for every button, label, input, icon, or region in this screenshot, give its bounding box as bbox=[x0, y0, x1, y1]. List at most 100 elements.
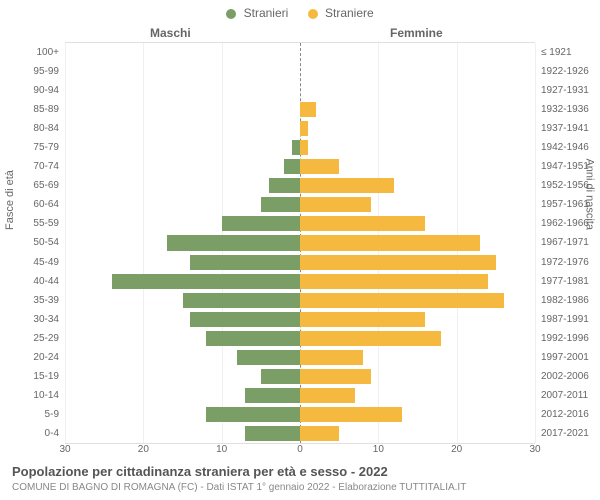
bar-male bbox=[190, 312, 300, 327]
bar-male bbox=[245, 388, 300, 403]
age-label: 85-89 bbox=[9, 100, 65, 119]
bar-male bbox=[284, 159, 300, 174]
age-row: 50-541967-1971 bbox=[65, 233, 535, 252]
legend-label-male: Stranieri bbox=[244, 6, 289, 20]
age-label: 15-19 bbox=[9, 367, 65, 386]
age-label: 80-84 bbox=[9, 119, 65, 138]
age-row: 65-691952-1956 bbox=[65, 176, 535, 195]
birth-year-label: 1942-1946 bbox=[535, 138, 599, 157]
bar-male bbox=[292, 140, 300, 155]
birth-year-label: 1977-1981 bbox=[535, 272, 599, 291]
legend-item-male: Stranieri bbox=[226, 6, 288, 20]
bar-female bbox=[300, 312, 425, 327]
age-row: 70-741947-1951 bbox=[65, 157, 535, 176]
x-tick-label: 30 bbox=[59, 444, 70, 455]
legend-swatch-female bbox=[308, 9, 318, 19]
bar-female bbox=[300, 216, 425, 231]
birth-year-label: 1957-1961 bbox=[535, 195, 599, 214]
bar-female bbox=[300, 255, 496, 270]
bar-male bbox=[261, 369, 300, 384]
x-tick-label: 30 bbox=[529, 444, 540, 455]
age-label: 40-44 bbox=[9, 272, 65, 291]
age-row: 85-891932-1936 bbox=[65, 100, 535, 119]
birth-year-label: 1927-1931 bbox=[535, 81, 599, 100]
bar-male bbox=[190, 255, 300, 270]
age-label: 45-49 bbox=[9, 253, 65, 272]
birth-year-label: 2012-2016 bbox=[535, 405, 599, 424]
x-tick-label: 10 bbox=[216, 444, 227, 455]
bar-female bbox=[300, 159, 339, 174]
age-row: 80-841937-1941 bbox=[65, 119, 535, 138]
age-row: 75-791942-1946 bbox=[65, 138, 535, 157]
birth-year-label: 1972-1976 bbox=[535, 253, 599, 272]
bar-female bbox=[300, 102, 316, 117]
age-label: 70-74 bbox=[9, 157, 65, 176]
birth-year-label: 1937-1941 bbox=[535, 119, 599, 138]
bar-male bbox=[112, 274, 300, 289]
age-row: 90-941927-1931 bbox=[65, 81, 535, 100]
x-tick-label: 0 bbox=[297, 444, 303, 455]
bar-female bbox=[300, 331, 441, 346]
birth-year-label: 1992-1996 bbox=[535, 329, 599, 348]
age-label: 10-14 bbox=[9, 386, 65, 405]
birth-year-label: 2007-2011 bbox=[535, 386, 599, 405]
age-row: 40-441977-1981 bbox=[65, 272, 535, 291]
age-label: 5-9 bbox=[9, 405, 65, 424]
bar-female bbox=[300, 350, 363, 365]
age-row: 55-591962-1966 bbox=[65, 214, 535, 233]
age-label: 20-24 bbox=[9, 348, 65, 367]
bar-male bbox=[206, 407, 300, 422]
bar-male bbox=[237, 350, 300, 365]
bar-female bbox=[300, 121, 308, 136]
bar-male bbox=[206, 331, 300, 346]
age-label: 35-39 bbox=[9, 291, 65, 310]
bar-male bbox=[269, 178, 300, 193]
birth-year-label: 2002-2006 bbox=[535, 367, 599, 386]
birth-year-label: 1922-1926 bbox=[535, 62, 599, 81]
age-row: 95-991922-1926 bbox=[65, 62, 535, 81]
bar-female bbox=[300, 388, 355, 403]
age-row: 25-291992-1996 bbox=[65, 329, 535, 348]
age-row: 10-142007-2011 bbox=[65, 386, 535, 405]
age-label: 90-94 bbox=[9, 81, 65, 100]
bar-male bbox=[167, 235, 300, 250]
column-header-male: Maschi bbox=[150, 26, 191, 40]
bar-female bbox=[300, 293, 504, 308]
x-tick-label: 10 bbox=[373, 444, 384, 455]
bar-female bbox=[300, 178, 394, 193]
birth-year-label: 1967-1971 bbox=[535, 233, 599, 252]
age-label: 50-54 bbox=[9, 233, 65, 252]
legend-swatch-male bbox=[226, 9, 236, 19]
chart-title: Popolazione per cittadinanza straniera p… bbox=[12, 464, 388, 479]
bar-female bbox=[300, 274, 488, 289]
birth-year-label: 1932-1936 bbox=[535, 100, 599, 119]
legend-item-female: Straniere bbox=[308, 6, 374, 20]
age-row: 100+≤ 1921 bbox=[65, 43, 535, 62]
birth-year-label: 1962-1966 bbox=[535, 214, 599, 233]
age-label: 75-79 bbox=[9, 138, 65, 157]
age-label: 55-59 bbox=[9, 214, 65, 233]
age-label: 25-29 bbox=[9, 329, 65, 348]
bar-male bbox=[245, 426, 300, 441]
age-row: 35-391982-1986 bbox=[65, 291, 535, 310]
x-tick-label: 20 bbox=[451, 444, 462, 455]
age-label: 65-69 bbox=[9, 176, 65, 195]
bar-female bbox=[300, 197, 371, 212]
age-row: 45-491972-1976 bbox=[65, 253, 535, 272]
birth-year-label: ≤ 1921 bbox=[535, 43, 599, 62]
birth-year-label: 1947-1951 bbox=[535, 157, 599, 176]
bar-female bbox=[300, 426, 339, 441]
age-label: 60-64 bbox=[9, 195, 65, 214]
age-row: 60-641957-1961 bbox=[65, 195, 535, 214]
chart-subtitle: COMUNE DI BAGNO DI ROMAGNA (FC) - Dati I… bbox=[12, 482, 466, 493]
birth-year-label: 2017-2021 bbox=[535, 424, 599, 443]
age-label: 95-99 bbox=[9, 62, 65, 81]
age-row: 5-92012-2016 bbox=[65, 405, 535, 424]
age-label: 100+ bbox=[9, 43, 65, 62]
bar-female bbox=[300, 235, 480, 250]
plot-area: 100+≤ 192195-991922-192690-941927-193185… bbox=[65, 42, 535, 444]
bar-female bbox=[300, 407, 402, 422]
age-label: 30-34 bbox=[9, 310, 65, 329]
age-row: 0-42017-2021 bbox=[65, 424, 535, 443]
bar-female bbox=[300, 140, 308, 155]
